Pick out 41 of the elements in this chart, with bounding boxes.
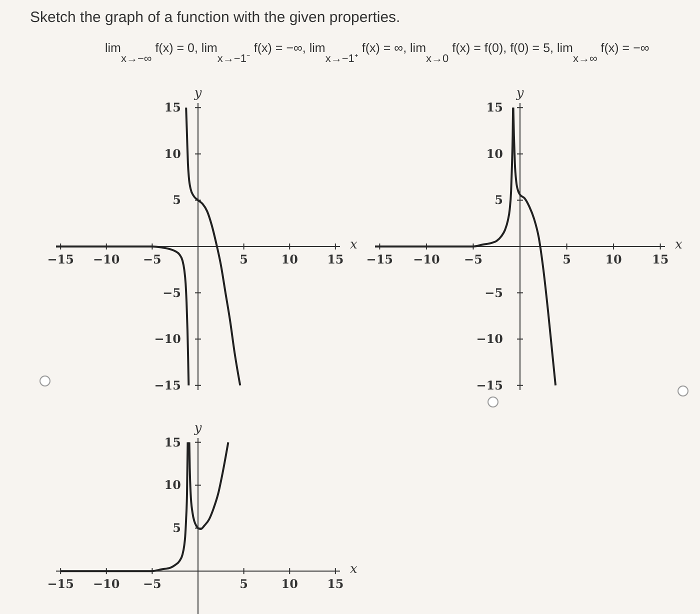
- x-tick-label: −5: [464, 252, 482, 266]
- x-tick-label: −10: [413, 252, 440, 266]
- x-tick-label: −15: [47, 577, 74, 592]
- y-tick-label: 10: [164, 146, 181, 161]
- x-tick-label: −10: [93, 577, 120, 592]
- y-tick-label: 5: [172, 521, 181, 536]
- x-tick-label: 10: [605, 252, 622, 266]
- x-tick-label: 5: [240, 252, 248, 266]
- x-tick-label: −5: [142, 252, 162, 266]
- y-tick-label: −15: [476, 378, 503, 392]
- x-tick-label: 15: [652, 252, 669, 266]
- y-tick-label: 15: [164, 435, 181, 450]
- y-tick-label: 15: [164, 100, 181, 115]
- x-tick-label: 10: [281, 577, 298, 592]
- y-tick-label: 15: [486, 100, 503, 115]
- x-tick-label: 5: [240, 577, 248, 592]
- x-tick-label: −10: [93, 252, 120, 266]
- y-axis-title: y: [193, 86, 202, 101]
- x-tick-label: 15: [327, 577, 344, 592]
- chart-title: Sketch the graph of a function with the given properties.: [30, 9, 400, 26]
- line-series: [185, 106, 242, 386]
- x-axis-title: x: [675, 238, 683, 252]
- y-tick-label: −5: [484, 286, 503, 300]
- y-tick-label: −10: [154, 332, 181, 346]
- x-axis-title: x: [350, 562, 358, 578]
- y-tick-label: −5: [162, 286, 181, 300]
- x-axis-title: x: [350, 238, 358, 252]
- y-tick-label: 5: [172, 193, 181, 208]
- y-axis-title: y: [193, 421, 202, 436]
- x-tick-label: −15: [47, 252, 74, 266]
- x-tick-label: 5: [562, 252, 571, 266]
- y-tick-label: −10: [476, 332, 503, 346]
- y-tick-label: −15: [154, 378, 181, 392]
- x-tick-label: −5: [142, 577, 162, 592]
- y-tick-label: 10: [164, 478, 181, 492]
- x-tick-label: 10: [281, 252, 298, 266]
- y-tick-label: 10: [486, 146, 503, 161]
- y-axis-title: y: [515, 86, 524, 101]
- y-tick-label: 5: [494, 193, 503, 208]
- x-tick-label: 15: [327, 252, 344, 266]
- x-tick-label: −15: [366, 252, 394, 266]
